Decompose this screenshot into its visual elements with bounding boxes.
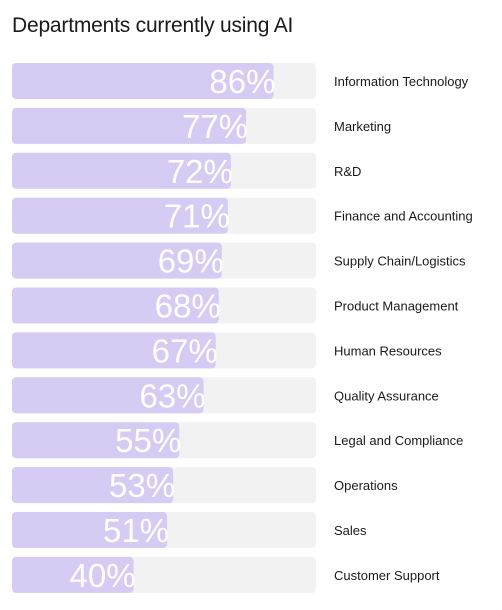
bar-row: 55% Legal and Compliance: [12, 422, 463, 459]
category-label: Human Resources: [334, 343, 442, 358]
bar: [12, 332, 216, 369]
bar: [12, 287, 219, 324]
bar: [12, 197, 228, 234]
bar-value-label: 72%: [167, 153, 233, 190]
bar-value-label: 55%: [115, 422, 181, 459]
bar: [12, 512, 168, 548]
category-label: R&D: [334, 164, 361, 179]
bar: [12, 107, 247, 144]
category-label: Supply Chain/Logistics: [334, 254, 466, 269]
bar: [12, 422, 180, 459]
category-label: Finance and Accounting: [334, 209, 473, 224]
category-label: Information Technology: [334, 74, 469, 89]
bar-row: 67% Human Resources: [12, 332, 442, 369]
category-label: Quality Assurance: [334, 388, 439, 403]
bar-value-label: 53%: [109, 467, 175, 504]
category-label: Marketing: [334, 119, 391, 134]
bar-value-label: 68%: [155, 288, 221, 325]
bar-row: 51% Sales: [12, 512, 367, 549]
bar-value-label: 71%: [164, 198, 230, 235]
bar-value-label: 86%: [209, 63, 275, 100]
bar-value-label: 77%: [182, 108, 248, 145]
category-label: Legal and Compliance: [334, 433, 463, 448]
bar-row: 71% Finance and Accounting: [12, 197, 473, 235]
bar: [12, 63, 274, 99]
bar-value-label: 67%: [152, 332, 218, 369]
bar-row: 53% Operations: [12, 467, 398, 504]
bar: [12, 556, 134, 593]
bar-value-label: 69%: [158, 243, 224, 280]
category-label: Operations: [334, 478, 398, 493]
bar-value-label: 51%: [103, 512, 169, 549]
chart-title: Departments currently using AI: [12, 14, 294, 37]
bar: [12, 242, 222, 279]
bar-row: 72% R&D: [12, 152, 361, 190]
bar-row: 63% Quality Assurance: [12, 377, 439, 414]
bar-rows: 86% Information Technology 77% Marketing 72%…: [12, 63, 473, 594]
category-label: Customer Support: [334, 568, 440, 583]
bar-row: 40% Customer Support: [12, 556, 440, 594]
bar-row: 68% Product Management: [12, 287, 459, 325]
bar-row: 77% Marketing: [12, 108, 391, 145]
bar: [12, 467, 174, 504]
bar-row: 86% Information Technology: [12, 63, 469, 100]
bar: [12, 152, 231, 189]
bar-value-label: 40%: [70, 557, 136, 594]
category-label: Product Management: [334, 299, 459, 314]
bar: [12, 377, 204, 414]
bar-row: 69% Supply Chain/Logistics: [12, 242, 466, 280]
bar-value-label: 63%: [139, 377, 205, 414]
category-label: Sales: [334, 523, 367, 538]
